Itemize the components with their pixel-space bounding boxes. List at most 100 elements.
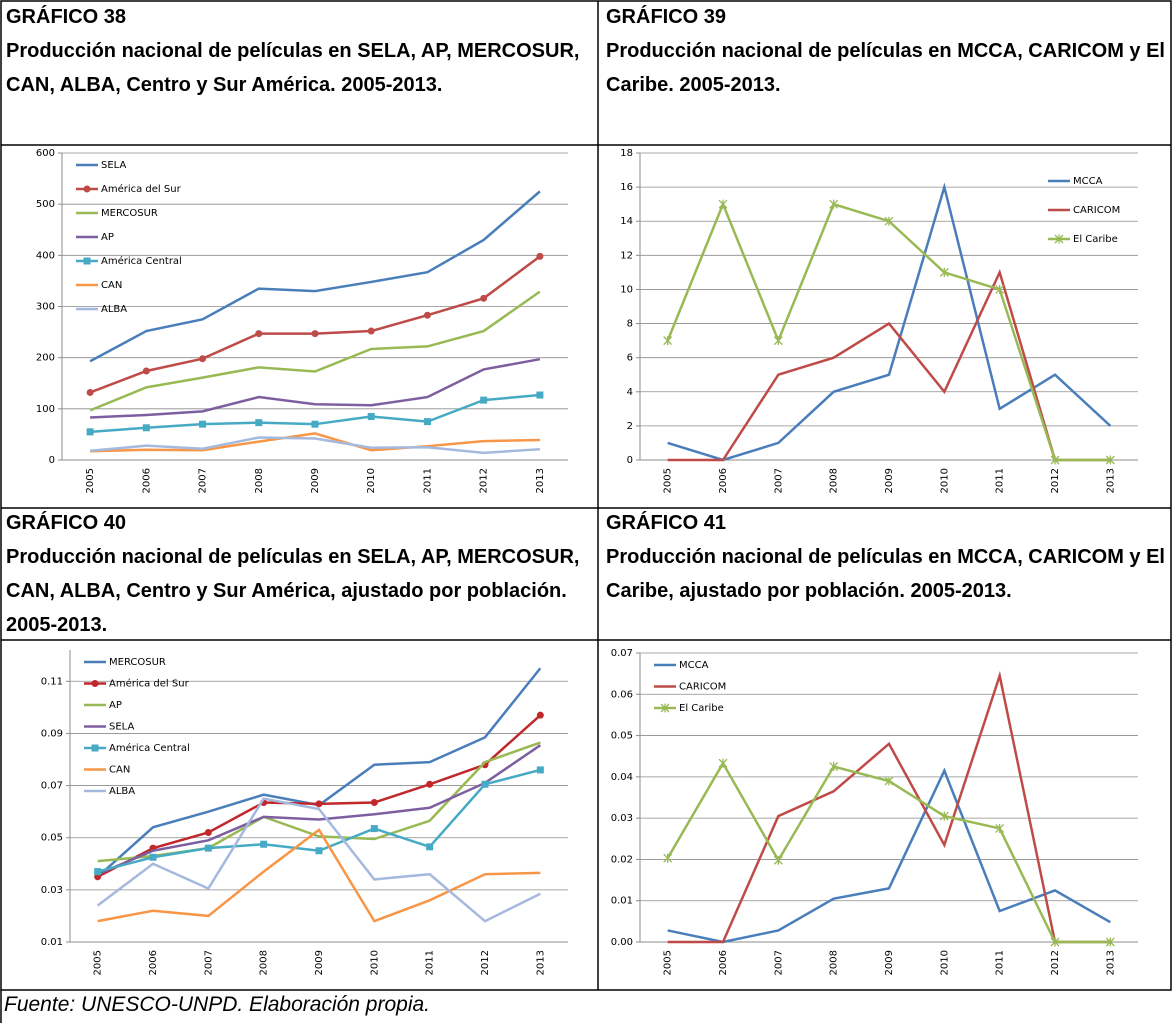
series-line: [667, 670, 1111, 944]
x-tick-label: 2005: [93, 950, 104, 975]
x-tick-label: 2006: [718, 468, 729, 493]
y-tick-label: 0.00: [611, 937, 633, 948]
marker: [370, 825, 378, 833]
marker: [773, 336, 783, 346]
y-tick-label: 0.03: [611, 813, 633, 824]
panel-title: Producción nacional de películas en MCCA…: [606, 40, 1165, 96]
legend-label: ALBA: [101, 304, 127, 315]
series-line: [89, 436, 540, 455]
marker: [86, 388, 94, 396]
marker: [1050, 937, 1060, 947]
marker: [773, 855, 783, 865]
legend-label: América del Sur: [109, 678, 190, 690]
marker: [91, 680, 99, 687]
marker: [718, 199, 728, 209]
marker: [1105, 937, 1115, 947]
marker: [83, 257, 91, 265]
legend-label: CAN: [101, 280, 122, 291]
panel-label: GRÁFICO 40: [6, 512, 127, 534]
marker: [315, 847, 323, 855]
x-tick-label: 2007: [198, 468, 209, 493]
y-tick-label: 0.02: [611, 854, 633, 865]
x-tick-label: 2011: [995, 950, 1006, 975]
y-tick-label: 0.06: [611, 689, 633, 700]
marker: [204, 844, 212, 852]
y-tick-label: 8: [627, 319, 633, 330]
marker: [660, 703, 670, 713]
y-tick-label: 16: [620, 182, 633, 193]
panel-title: Producción nacional de películas en SELA…: [6, 40, 580, 96]
x-tick-label: 2012: [480, 950, 491, 975]
legend-label: América Central: [109, 742, 190, 754]
y-tick-label: 0.05: [41, 833, 63, 844]
x-tick-label: 2007: [203, 950, 214, 975]
x-tick-label: 2012: [479, 468, 490, 493]
marker: [536, 711, 544, 719]
legend-label: AP: [109, 700, 122, 711]
y-tick-label: 12: [620, 250, 633, 261]
legend-label: MERCOSUR: [109, 657, 166, 668]
y-tick-label: 400: [36, 250, 55, 261]
source: Fuente: UNESCO-UNPD. Elaboración propia.: [4, 993, 431, 1016]
marker: [199, 355, 207, 363]
panel-head: GRÁFICO 39 Producción nacional de películ…: [606, 0, 1166, 102]
y-tick-label: 2: [627, 421, 633, 432]
x-tick-label: 2009: [884, 468, 895, 493]
y-tick-label: 300: [36, 302, 55, 313]
y-tick-label: 0.05: [611, 731, 633, 742]
marker: [829, 762, 839, 772]
series-line: [89, 290, 541, 412]
legend-label: SELA: [109, 722, 134, 733]
x-tick-label: 2007: [773, 950, 784, 975]
marker: [995, 823, 1005, 833]
marker: [718, 758, 728, 768]
marker: [255, 419, 263, 427]
marker: [663, 336, 673, 346]
marker: [260, 840, 268, 848]
legend-label: MCCA: [1073, 176, 1103, 187]
marker: [1054, 234, 1064, 244]
series-line: [667, 767, 1111, 944]
x-tick-label: 2013: [1105, 950, 1116, 975]
marker: [91, 744, 99, 752]
y-tick-label: 0.04: [611, 772, 633, 783]
marker: [423, 311, 431, 319]
marker: [426, 780, 434, 788]
y-tick-label: 0.03: [41, 885, 63, 896]
y-tick-label: 600: [36, 148, 55, 159]
x-tick-label: 2012: [1050, 468, 1061, 493]
panel-label: GRÁFICO 41: [606, 512, 727, 534]
x-tick-label: 2010: [939, 950, 950, 975]
y-tick-label: 200: [36, 353, 55, 364]
y-tick-label: 500: [36, 199, 55, 210]
y-tick-label: 0.07: [41, 781, 63, 792]
marker: [367, 413, 375, 421]
legend-label: CARICOM: [1073, 205, 1120, 216]
marker: [939, 267, 949, 277]
x-tick-label: 2012: [1050, 950, 1061, 975]
marker: [315, 800, 323, 808]
marker: [1105, 455, 1115, 465]
legend-label: AP: [101, 232, 114, 243]
marker: [199, 420, 207, 428]
x-tick-label: 2010: [366, 468, 377, 493]
legend-label: El Caribe: [679, 703, 724, 714]
x-tick-label: 2008: [254, 468, 265, 493]
marker: [142, 424, 150, 432]
marker: [367, 327, 375, 335]
x-tick-label: 2008: [829, 950, 840, 975]
series-line: [96, 797, 541, 923]
x-tick-label: 2013: [535, 468, 546, 493]
marker: [86, 428, 94, 436]
x-tick-label: 2006: [141, 468, 152, 493]
marker: [884, 776, 894, 786]
y-tick-label: 0.07: [611, 648, 633, 659]
x-tick-label: 2005: [663, 468, 674, 493]
panel-title: Producción nacional de películas en MCCA…: [606, 546, 1165, 602]
marker: [370, 799, 378, 807]
marker: [311, 420, 319, 428]
x-tick-label: 2005: [663, 950, 674, 975]
